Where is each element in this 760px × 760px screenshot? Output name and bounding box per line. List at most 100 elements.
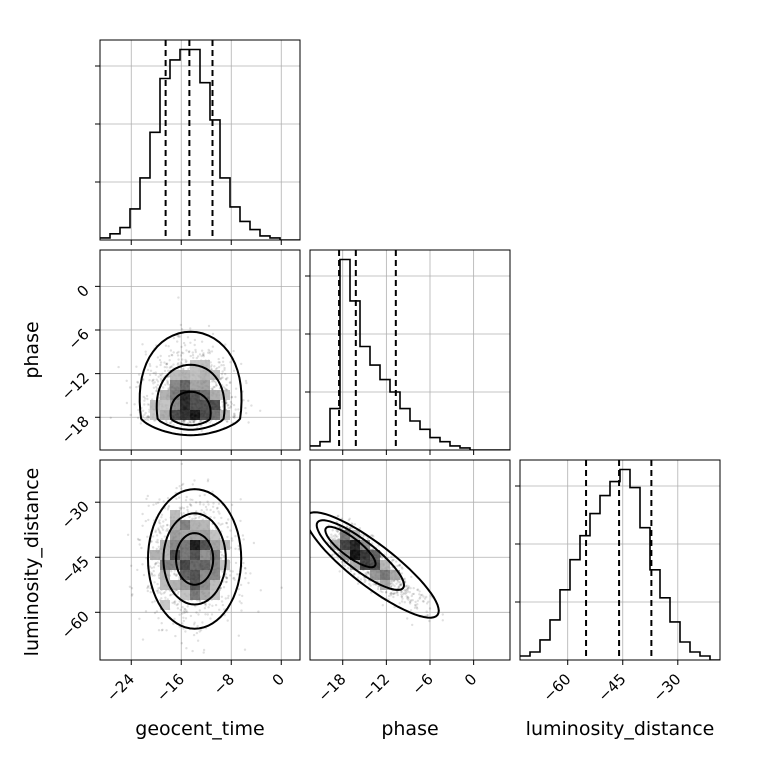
scatter-point [226, 619, 229, 622]
scatter-point [215, 507, 219, 510]
scatter-point [167, 369, 170, 372]
scatter-point [241, 594, 244, 598]
scatter-point [155, 540, 158, 544]
scatter-point [164, 383, 167, 386]
scatter-point [334, 533, 337, 536]
density-cell [160, 580, 170, 590]
scatter-point [419, 594, 423, 597]
scatter-point [400, 590, 404, 594]
scatter-point [392, 595, 395, 599]
scatter-point [189, 498, 192, 501]
scatter-point [196, 624, 199, 628]
scatter-point [202, 353, 205, 356]
scatter-point [336, 515, 339, 518]
scatter-point [223, 368, 226, 372]
scatter-point [148, 379, 151, 382]
scatter-point [143, 413, 146, 416]
scatter-point [229, 400, 233, 404]
scatter-point [162, 592, 165, 595]
scatter-point [158, 530, 161, 533]
scatter-point [409, 600, 412, 603]
scatter-point [172, 351, 175, 354]
scatter-point [259, 589, 262, 592]
density-cell [210, 540, 220, 550]
scatter-point [184, 358, 187, 362]
scatter-point [224, 576, 228, 579]
contour-line [155, 363, 226, 431]
scatter-point [160, 592, 163, 596]
scatter-point [150, 540, 153, 543]
scatter-point [337, 557, 340, 560]
scatter-point [166, 382, 169, 385]
density-cell [340, 530, 350, 540]
scatter-point [172, 363, 175, 366]
scatter-point [335, 529, 338, 532]
scatter-point [161, 628, 164, 631]
density-cell [160, 390, 170, 400]
scatter-point [243, 648, 247, 651]
scatter-point [164, 344, 168, 347]
scatter-point [187, 350, 191, 354]
scatter-point [195, 356, 198, 360]
scatter-point [157, 528, 160, 532]
scatter-point [346, 559, 349, 563]
scatter-point [350, 522, 353, 525]
scatter-point [211, 490, 214, 493]
density-cell [390, 570, 400, 580]
scatter-point [370, 542, 374, 545]
scatter-point [225, 388, 228, 391]
scatter-point [406, 597, 409, 600]
scatter-point [164, 518, 167, 521]
density-cell [360, 540, 370, 550]
scatter-point [237, 587, 240, 591]
scatter-point [182, 419, 185, 422]
scatter-point [406, 617, 409, 620]
scatter-point [177, 590, 180, 594]
scatter-point [243, 566, 247, 570]
contour-line [310, 511, 440, 619]
density-cell [200, 400, 210, 410]
scatter-point [182, 482, 185, 486]
x-tick-label-phase: −18 [314, 670, 349, 705]
scatter-point [179, 361, 183, 364]
scatter-point [151, 392, 154, 395]
scatter-point [162, 386, 165, 389]
scatter-point [155, 502, 158, 505]
scatter-point [154, 385, 158, 389]
scatter-point [198, 494, 202, 497]
scatter-point [406, 584, 409, 587]
scatter-point [143, 418, 146, 421]
scatter-point [392, 592, 396, 595]
scatter-point [414, 604, 417, 607]
scatter-point [173, 572, 176, 575]
scatter-point [233, 414, 237, 418]
density-cell [340, 540, 350, 550]
density-cell [180, 570, 190, 580]
y-axis-label-luminosity-distance: luminosity_distance [21, 468, 43, 657]
scatter-point [188, 515, 191, 519]
scatter-point [157, 375, 160, 378]
scatter-point [180, 328, 184, 331]
scatter-point [160, 622, 163, 625]
scatter-point [396, 564, 399, 568]
density-cell [170, 530, 180, 540]
scatter-point [392, 592, 396, 595]
scatter-point [404, 585, 408, 588]
scatter-point [219, 523, 222, 526]
density-cell [160, 560, 170, 570]
scatter-point [146, 403, 150, 406]
scatter-point [173, 602, 176, 605]
scatter-point [156, 541, 160, 544]
scatter-point [144, 411, 147, 415]
scatter-point [400, 600, 404, 603]
scatter-point [371, 534, 374, 537]
scatter-point [141, 524, 144, 527]
scatter-point [393, 580, 396, 583]
scatter-point [257, 610, 260, 613]
histogram-phase [310, 258, 510, 450]
scatter-point [225, 420, 229, 423]
scatter-point [343, 564, 347, 568]
scatter-point [141, 343, 144, 346]
scatter-point [149, 364, 152, 368]
